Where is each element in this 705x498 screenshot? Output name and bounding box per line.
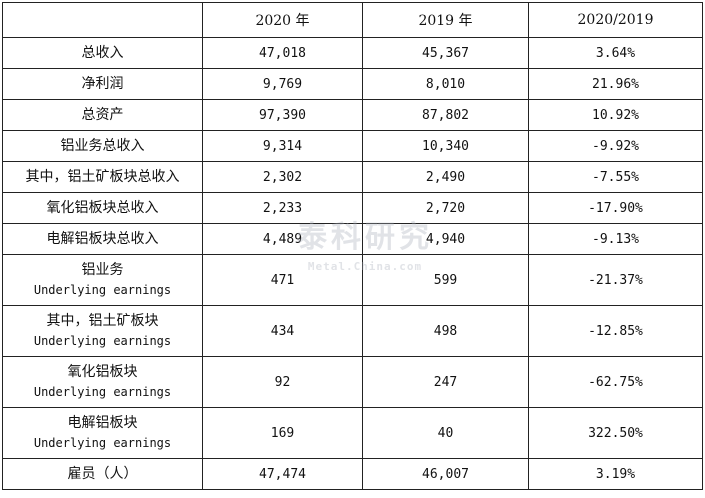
row-label: 其中，铝土矿板块 Underlying earnings	[2, 305, 203, 357]
value-2019: 247	[362, 356, 529, 408]
table-row: 总收入 47,018 45,367 3.64%	[2, 37, 703, 69]
header-cell-change: 2020/2019	[528, 2, 703, 38]
row-label-en: Underlying earnings	[33, 283, 172, 297]
financial-comparison-table: 2020 年 2019 年 2020/2019 总收入 47,018 45,36…	[2, 2, 703, 490]
row-label-zh: 雇员（人）	[67, 466, 138, 482]
row-label-zh: 净利润	[81, 76, 124, 92]
row-label: 总资产	[2, 99, 203, 131]
row-label-zh: 其中，铝土矿板块总收入	[25, 169, 180, 185]
value-change: -17.90%	[528, 192, 703, 224]
row-label-en: Underlying earnings	[33, 436, 172, 450]
value-2019: 40	[362, 407, 529, 459]
row-label: 净利润	[2, 68, 203, 100]
value-change: -7.55%	[528, 161, 703, 193]
row-label-zh: 总资产	[81, 107, 124, 123]
value-change: 3.64%	[528, 37, 703, 69]
header-cell-2019: 2019 年	[362, 2, 529, 38]
value-change: -9.13%	[528, 223, 703, 255]
value-change: 21.96%	[528, 68, 703, 100]
value-2020: 434	[202, 305, 363, 357]
row-label: 其中，铝土矿板块总收入	[2, 161, 203, 193]
value-2019: 599	[362, 254, 529, 306]
row-label-zh: 铝业务	[81, 262, 124, 278]
row-label: 氧化铝板块总收入	[2, 192, 203, 224]
row-label-en: Underlying earnings	[33, 385, 172, 399]
row-label-en: Underlying earnings	[33, 334, 172, 348]
value-2019: 498	[362, 305, 529, 357]
value-2020: 47,018	[202, 37, 363, 69]
value-2019: 8,010	[362, 68, 529, 100]
row-label: 电解铝板块 Underlying earnings	[2, 407, 203, 459]
value-2019: 46,007	[362, 458, 529, 490]
row-label-zh: 其中，铝土矿板块	[46, 313, 159, 329]
row-label: 雇员（人）	[2, 458, 203, 490]
header-cell-metric	[2, 2, 203, 38]
row-label-zh: 电解铝板块	[67, 415, 138, 431]
value-2019: 4,940	[362, 223, 529, 255]
row-label: 氧化铝板块 Underlying earnings	[2, 356, 203, 408]
table-row: 其中，铝土矿板块 Underlying earnings 434 498 -12…	[2, 305, 703, 357]
value-2020: 4,489	[202, 223, 363, 255]
value-change: -21.37%	[528, 254, 703, 306]
value-change: -62.75%	[528, 356, 703, 408]
row-label: 铝业务总收入	[2, 130, 203, 162]
row-label-zh: 总收入	[81, 45, 124, 61]
value-2020: 2,233	[202, 192, 363, 224]
value-2020: 9,314	[202, 130, 363, 162]
table-row: 电解铝板块总收入 4,489 4,940 -9.13%	[2, 223, 703, 255]
value-2019: 10,340	[362, 130, 529, 162]
value-2019: 87,802	[362, 99, 529, 131]
row-label-zh: 氧化铝板块	[67, 364, 138, 380]
row-label: 铝业务 Underlying earnings	[2, 254, 203, 306]
value-2020: 92	[202, 356, 363, 408]
row-label: 总收入	[2, 37, 203, 69]
value-2019: 2,720	[362, 192, 529, 224]
table-row: 总资产 97,390 87,802 10.92%	[2, 99, 703, 131]
table-row: 电解铝板块 Underlying earnings 169 40 322.50%	[2, 407, 703, 459]
value-2020: 47,474	[202, 458, 363, 490]
header-row: 2020 年 2019 年 2020/2019	[2, 2, 703, 38]
value-change: 322.50%	[528, 407, 703, 459]
row-label-zh: 氧化铝板块总收入	[46, 200, 159, 216]
row-label-zh: 铝业务总收入	[60, 138, 145, 154]
value-2020: 97,390	[202, 99, 363, 131]
table-row: 氧化铝板块 Underlying earnings 92 247 -62.75%	[2, 356, 703, 408]
value-change: 10.92%	[528, 99, 703, 131]
table-row: 铝业务总收入 9,314 10,340 -9.92%	[2, 130, 703, 162]
value-2020: 169	[202, 407, 363, 459]
value-2019: 2,490	[362, 161, 529, 193]
value-2020: 2,302	[202, 161, 363, 193]
header-cell-2020: 2020 年	[202, 2, 363, 38]
value-change: 3.19%	[528, 458, 703, 490]
table-row: 净利润 9,769 8,010 21.96%	[2, 68, 703, 100]
table-row: 雇员（人） 47,474 46,007 3.19%	[2, 458, 703, 490]
row-label-zh: 电解铝板块总收入	[46, 231, 159, 247]
value-2020: 471	[202, 254, 363, 306]
table-row: 氧化铝板块总收入 2,233 2,720 -17.90%	[2, 192, 703, 224]
table-row: 其中，铝土矿板块总收入 2,302 2,490 -7.55%	[2, 161, 703, 193]
value-change: -12.85%	[528, 305, 703, 357]
value-change: -9.92%	[528, 130, 703, 162]
row-label: 电解铝板块总收入	[2, 223, 203, 255]
value-2019: 45,367	[362, 37, 529, 69]
table-row: 铝业务 Underlying earnings 471 599 -21.37%	[2, 254, 703, 306]
value-2020: 9,769	[202, 68, 363, 100]
